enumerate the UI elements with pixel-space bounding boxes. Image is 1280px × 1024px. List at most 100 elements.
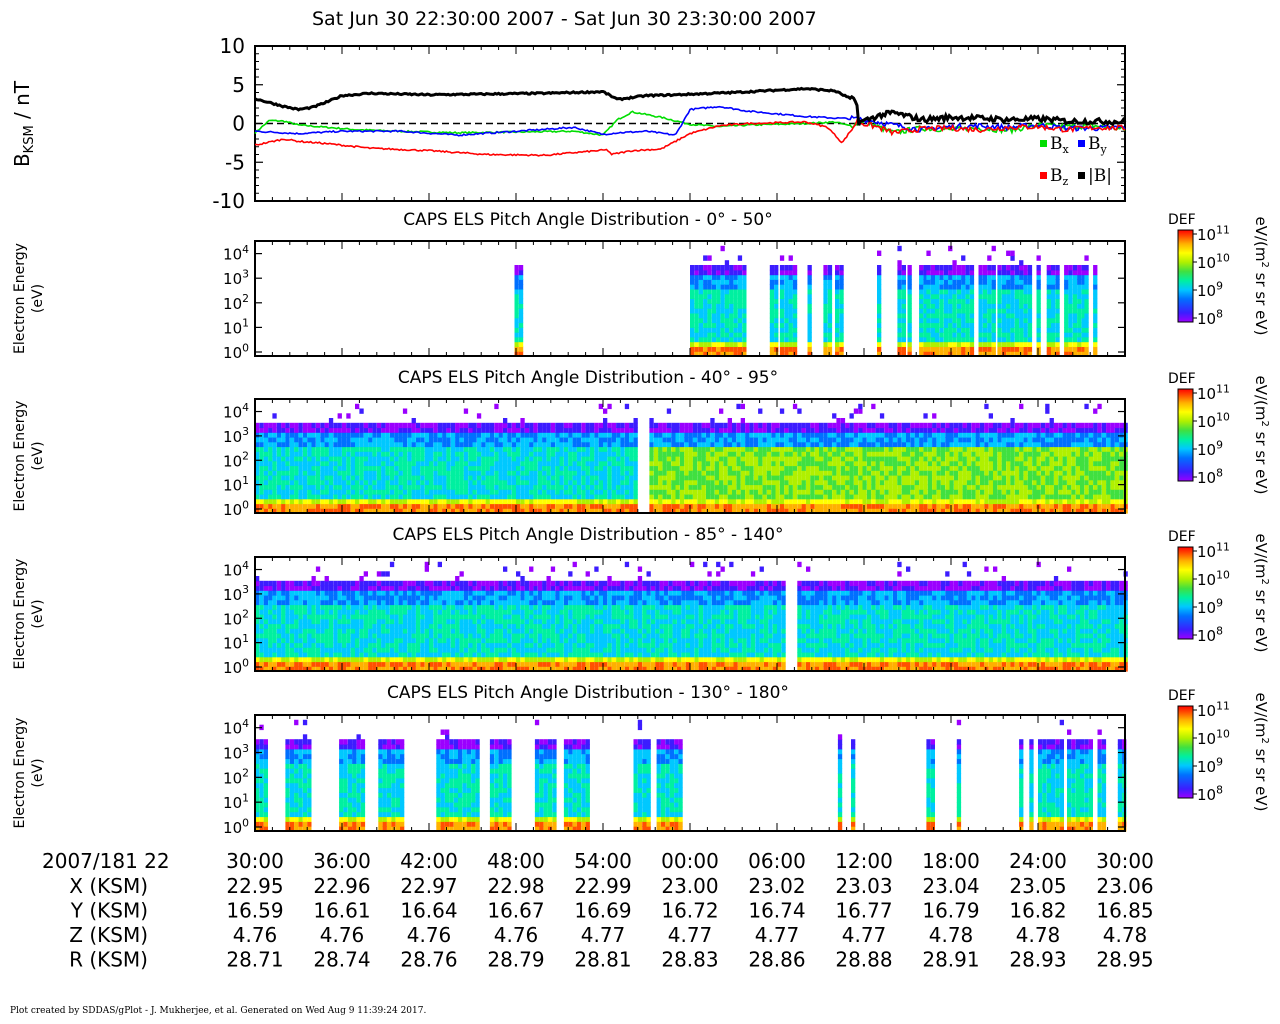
spectrogram-cell [576,451,582,457]
spectrogram-cell [559,427,564,433]
spectrogram-cell [1072,279,1078,285]
spectrogram-cell [550,498,556,505]
spectrogram-cell [263,484,268,490]
spectrogram-cell [884,422,889,429]
spectrogram-cell [516,465,521,471]
spectrogram-cell [255,456,260,462]
spectrogram-cell [823,312,828,319]
spectrogram-cell [953,446,959,452]
spectrogram-cell [450,475,456,481]
spectrogram-cell [320,484,325,490]
spectrogram-cell [923,312,928,319]
spectrogram-cell [936,451,941,457]
spectrogram-cell [1027,456,1033,462]
spectrogram-cell [710,451,715,457]
spectrogram-cell [276,484,282,490]
spectrogram-cell [524,427,529,433]
spectrogram-cell [958,489,963,495]
spectrogram-cell [649,489,654,495]
spectrogram-cell [476,465,482,471]
spectrogram-cell [268,479,273,486]
spectrogram-cell [298,503,303,509]
spectrogram-cell [276,456,282,462]
spectrogram-cell [446,484,451,490]
spectrogram-cell [1045,489,1050,495]
spectrogram-cell [740,446,745,452]
spectrogram-cell [1080,427,1085,433]
spectrogram-cell [930,332,935,338]
spectrogram-cell [1046,327,1051,333]
spectrogram-cell [1081,274,1086,280]
spectrogram-cell [823,446,828,452]
spectrogram-cell [997,293,1002,300]
spectrogram-cell [598,484,603,490]
spectrogram-cell [1062,446,1067,452]
spectrogram-cell [328,479,334,486]
spectrogram-cell [997,327,1002,333]
spectrogram-cell [919,503,924,509]
spectrogram-cell [961,279,966,285]
spectrogram-cell [729,293,734,300]
spectrogram-cell [1036,479,1041,486]
spectrogram-cell [311,489,316,495]
spectrogram-cell [289,441,295,448]
spectrogram-cell [328,422,334,429]
spectrogram-cell [724,312,730,319]
spectrogram-cell [1075,494,1080,500]
spectrogram-cell [953,432,959,438]
spectrogram-cell [546,427,551,433]
spectrogram-cell [997,437,1002,443]
spectrogram-cell [926,336,931,343]
spectrogram-cell [906,456,911,462]
spectrogram-cell [807,284,812,290]
spectrogram-cell [784,284,789,290]
spectrogram-cell [585,422,590,429]
spectrogram-cell [307,498,312,505]
spectrogram-cell [533,465,538,471]
spectrogram-cell [762,475,767,481]
spectrogram-cell [774,279,779,285]
spectrogram-cell [737,351,743,357]
spectrogram-cell [355,403,360,410]
spectrogram-cell [733,341,738,347]
spectrogram-cell [836,456,841,462]
spectrogram-cell [1049,456,1054,462]
spectrogram-cell [827,479,832,486]
spectrogram-cell [939,336,944,343]
spectrogram-cell [533,475,538,481]
spectrogram-cell [893,446,898,452]
spectrogram-cell [823,317,828,324]
spectrogram-cell [533,437,538,443]
spectrogram-cell [1019,470,1024,476]
spectrogram-cell [653,479,659,486]
spectrogram-cell [779,322,785,328]
spectrogram-cell [649,470,654,476]
spectrogram-cell [819,508,824,514]
spectrogram-cell [1064,298,1069,304]
spectrogram-cell [568,470,573,476]
spectrogram-cell [1058,498,1063,505]
spectrogram-cell [1014,446,1020,452]
spectrogram-cell [888,427,893,433]
spectrogram-cell [710,503,715,509]
spectrogram-cell [307,465,312,471]
spectrogram-cell [424,432,429,438]
spectrogram-cell [576,484,582,490]
spectrogram-cell [402,446,408,452]
spectrogram-cell [507,484,512,490]
spectrogram-cell [516,460,521,467]
spectrogram-cell [987,312,992,319]
spectrogram-cell [907,322,912,328]
spectrogram-cell [520,475,525,481]
spectrogram-cell [962,422,967,429]
spectrogram-cell [877,308,882,314]
spectrogram-cell [629,456,634,462]
spectrogram-cell [259,437,264,443]
spectrogram-cell [671,432,676,438]
spectrogram-cell [542,479,547,486]
spectrogram-cell [658,494,663,500]
spectrogram-cell [836,451,841,457]
spectrogram-cell [827,317,833,324]
spectrogram-cell [555,446,560,452]
spectrogram-cell [376,422,382,429]
